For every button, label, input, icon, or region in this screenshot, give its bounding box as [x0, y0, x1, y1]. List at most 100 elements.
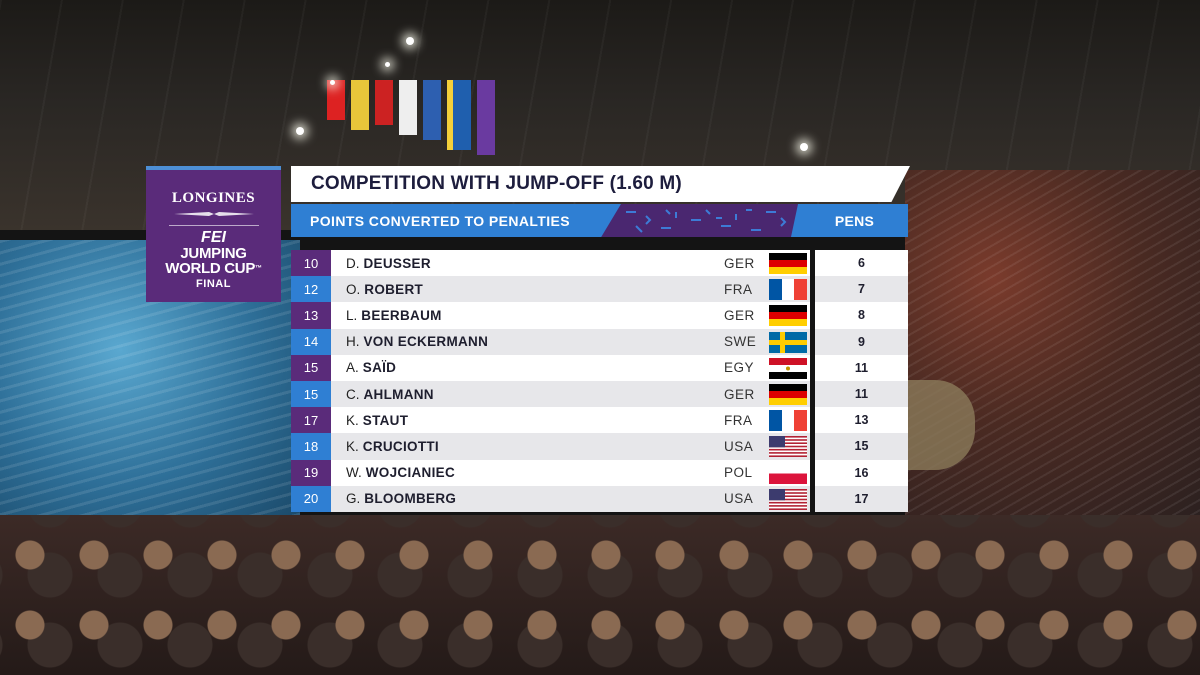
- rank-cell: 14: [291, 328, 331, 355]
- table-row: 10 D. DEUSSER GER 6: [291, 250, 908, 277]
- germany-flag-icon: [769, 253, 807, 274]
- table-row: 17 K. STAUT FRA 13: [291, 407, 908, 434]
- usa-flag-icon: [769, 488, 807, 510]
- table-row: 12 O. ROBERT FRA 7: [291, 276, 908, 303]
- rider-cell: C. AHLMANN GER: [331, 380, 810, 408]
- table-row: 13 L. BEERBAUM GER 8: [291, 302, 908, 329]
- rider-initial: C.: [346, 386, 360, 402]
- rider-surname: VON ECKERMANN: [363, 334, 489, 350]
- table-row: 15 C. AHLMANN GER 11: [291, 380, 908, 408]
- stadium-light: [296, 127, 304, 135]
- table-row: 19 W. WOJCIANIEC POL 16: [291, 459, 908, 486]
- rider-cell: O. ROBERT FRA: [331, 276, 810, 303]
- stadium-light: [330, 80, 335, 85]
- nation-code: USA: [724, 491, 754, 507]
- pens-cell: 8: [815, 302, 908, 329]
- arena-floor: [905, 380, 975, 470]
- stadium-light: [385, 62, 390, 67]
- rider-initial: K.: [346, 438, 359, 454]
- pens-cell: 7: [815, 276, 908, 303]
- table-row: 18 K. CRUCIOTTI USA 15: [291, 433, 908, 460]
- winged-hourglass-icon: [173, 212, 254, 216]
- rider-cell: D. DEUSSER GER: [331, 250, 810, 277]
- scoring-rule-label-box: POINTS CONVERTED TO PENALTIES: [291, 204, 621, 237]
- crowd: [0, 515, 1200, 675]
- rider-cell: K. CRUCIOTTI USA: [331, 433, 810, 460]
- rider-cell: G. BLOOMBERG USA: [331, 485, 810, 512]
- rank-cell: 13: [291, 302, 331, 329]
- nation-code: GER: [724, 255, 755, 271]
- rider-surname: DEUSSER: [363, 255, 431, 271]
- pens-cell: 15: [815, 433, 908, 460]
- table-row: 14 H. VON ECKERMANN SWE 9: [291, 328, 908, 355]
- fei-logo: FEI: [201, 229, 226, 246]
- nation-code: POL: [724, 465, 753, 481]
- rank-cell: 12: [291, 276, 331, 303]
- rider-surname: CRUCIOTTI: [362, 438, 439, 454]
- france-flag-icon: [769, 279, 807, 301]
- pens-cell: 9: [815, 328, 908, 355]
- rider-surname: SAÏD: [362, 360, 397, 376]
- rider-initial: G.: [346, 491, 361, 507]
- rank-cell: 15: [291, 354, 331, 381]
- rider-surname: AHLMANN: [363, 386, 434, 402]
- germany-flag-icon: [769, 383, 807, 405]
- nation-code: FRA: [724, 412, 753, 428]
- results-table: 10 D. DEUSSER GER 6 12 O. ROBERT FRA 7 1…: [291, 250, 908, 512]
- stands-right: [905, 170, 1200, 530]
- event-name-line2-text: WORLD CUP: [165, 260, 256, 277]
- rider-initial: D.: [346, 255, 360, 271]
- stadium-light: [800, 143, 808, 151]
- rider-surname: BEERBAUM: [361, 307, 442, 323]
- scoring-rule-label: POINTS CONVERTED TO PENALTIES: [310, 212, 570, 229]
- nation-code: EGY: [724, 360, 755, 376]
- pens-cell: 13: [815, 407, 908, 434]
- rider-surname: STAUT: [362, 412, 409, 428]
- rank-cell: 20: [291, 485, 331, 512]
- rider-surname: BLOOMBERG: [364, 491, 457, 507]
- rider-cell: A. SAÏD EGY: [331, 354, 810, 381]
- pens-header: PENS: [834, 212, 875, 229]
- rider-initial: W.: [346, 465, 362, 481]
- nation-code: SWE: [724, 334, 757, 350]
- germany-flag-icon: [769, 305, 807, 327]
- nation-code: FRA: [724, 281, 753, 297]
- event-logo: LONGINES FEI JUMPING WORLD CUP™ FINAL: [146, 166, 281, 302]
- rider-cell: K. STAUT FRA: [331, 407, 810, 434]
- rank-cell: 10: [291, 250, 331, 277]
- pens-header-box: PENS: [791, 204, 908, 237]
- usa-flag-icon: [769, 436, 807, 458]
- nation-code: GER: [724, 386, 755, 402]
- competition-title: COMPETITION WITH JUMP-OFF (1.60 M): [311, 173, 682, 194]
- rider-initial: O.: [346, 281, 361, 297]
- pens-cell: 17: [815, 485, 908, 512]
- pens-cell: 6: [815, 250, 908, 277]
- rider-cell: W. WOJCIANIEC POL: [331, 459, 810, 486]
- nation-code: GER: [724, 307, 755, 323]
- poland-flag-icon: [769, 462, 807, 484]
- pens-cell: 11: [815, 380, 908, 408]
- rank-cell: 18: [291, 433, 331, 460]
- rank-cell: 15: [291, 380, 331, 408]
- event-name-line2: WORLD CUP™: [146, 261, 281, 276]
- subtitle-bar: POINTS CONVERTED TO PENALTIES PENS: [291, 204, 908, 237]
- egypt-flag-icon: [769, 357, 807, 379]
- event-name-line3: FINAL: [196, 278, 231, 290]
- table-row: 20 G. BLOOMBERG USA 17: [291, 485, 908, 512]
- rank-cell: 17: [291, 407, 331, 434]
- rider-surname: WOJCIANIEC: [365, 465, 456, 481]
- event-name-line1: JUMPING: [180, 245, 247, 262]
- longines-logo: LONGINES: [171, 190, 256, 206]
- table-row: 15 A. SAÏD EGY 11: [291, 354, 908, 381]
- hanging-flags: [225, 80, 495, 165]
- stadium-light: [406, 37, 414, 45]
- france-flag-icon: [769, 410, 807, 432]
- trademark-symbol: ™: [255, 265, 262, 272]
- rider-initial: L.: [346, 307, 358, 323]
- rider-initial: H.: [346, 334, 360, 350]
- rider-cell: H. VON ECKERMANN SWE: [331, 328, 810, 355]
- sweden-flag-icon: [769, 331, 807, 353]
- nation-code: USA: [724, 438, 754, 454]
- decorative-pattern: [626, 209, 787, 233]
- rider-initial: K.: [346, 412, 359, 428]
